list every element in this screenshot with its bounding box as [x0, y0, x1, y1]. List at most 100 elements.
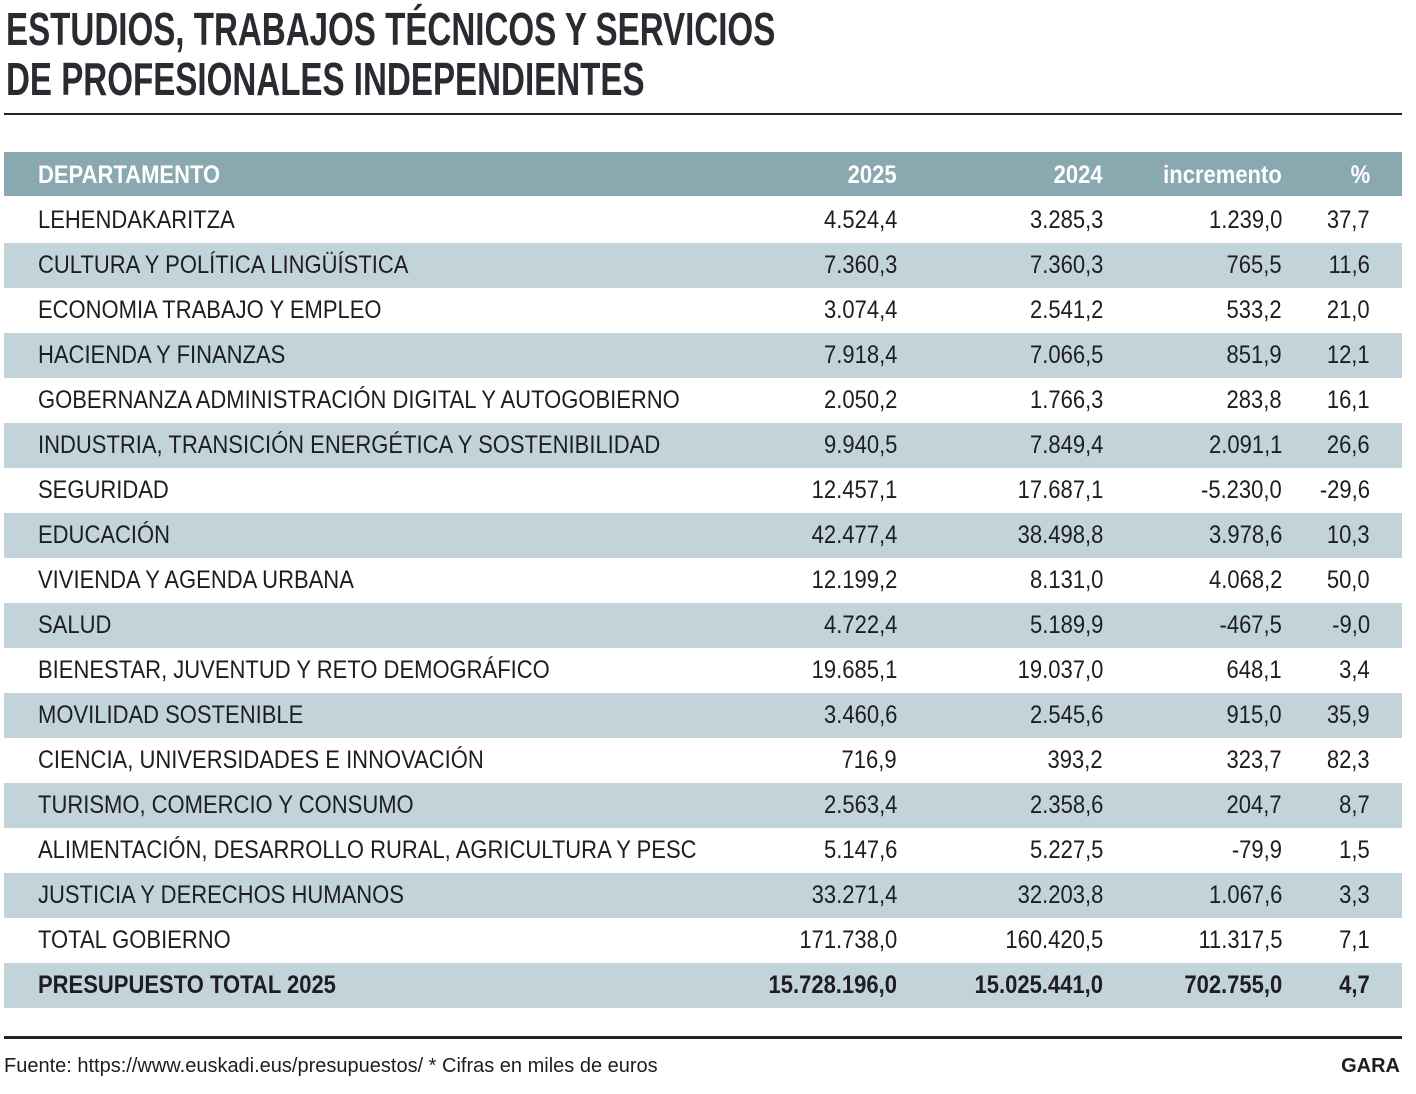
- brand: GARA: [1341, 1055, 1400, 1077]
- cell-value: 851,9: [1226, 341, 1282, 369]
- cell-value: 38.498,8: [1017, 521, 1103, 549]
- cell-value: 7.360,3: [823, 251, 897, 279]
- department: DEPARTAMENTO: [38, 161, 221, 189]
- department: TURISMO, COMERCIO Y CONSUMO: [38, 791, 414, 819]
- header-row: [4, 152, 1402, 196]
- cell-value: 915,0: [1226, 701, 1282, 729]
- source: Fuente: https://www.euskadi.eus/presupue…: [4, 1055, 658, 1077]
- cell-value: 7.918,4: [823, 341, 897, 369]
- row-bg: [4, 243, 1402, 288]
- cell-value: 7.849,4: [1029, 431, 1103, 459]
- cell-value: -467,5: [1219, 611, 1282, 639]
- cell-value: 2024: [1054, 161, 1103, 189]
- cell-value: 4.524,4: [823, 206, 897, 234]
- cell-value: 204,7: [1226, 791, 1282, 819]
- department: ECONOMIA TRABAJO Y EMPLEO: [38, 296, 382, 324]
- department: INDUSTRIA, TRANSICIÓN ENERGÉTICA Y SOSTE…: [38, 431, 661, 459]
- rule: [4, 1036, 1402, 1039]
- cell-value: 2.358,6: [1029, 791, 1103, 819]
- cell-value: 21,0: [1327, 296, 1370, 324]
- cell-value: 35,9: [1327, 701, 1370, 729]
- row-bg: [4, 333, 1402, 378]
- cell-value: 2.091,1: [1208, 431, 1282, 459]
- cell-value: -9,0: [1332, 611, 1370, 639]
- cell-value: 3,4: [1339, 656, 1370, 684]
- row-bg: [4, 693, 1402, 738]
- department: ALIMENTACIÓN, DESARROLLO RURAL, AGRICULT…: [38, 836, 697, 864]
- row-bg: [4, 738, 1402, 783]
- department: EDUCACIÓN: [38, 521, 171, 549]
- cell-value: 50,0: [1327, 566, 1370, 594]
- cell-value: 12,1: [1327, 341, 1370, 369]
- cell-value: 3.978,6: [1208, 521, 1282, 549]
- cell-value: 1.067,6: [1208, 881, 1282, 909]
- cell-value: 19.685,1: [811, 656, 897, 684]
- row-bg: [4, 423, 1402, 468]
- department: CULTURA Y POLÍTICA LINGÜÍSTICA: [38, 251, 409, 279]
- cell-value: 702.755,0: [1184, 971, 1282, 999]
- cell-value: 1.766,3: [1029, 386, 1103, 414]
- cell-value: 15.728.196,0: [768, 971, 897, 999]
- cell-value: 26,6: [1327, 431, 1370, 459]
- row-bg: [4, 468, 1402, 513]
- cell-value: 171.738,0: [799, 926, 897, 954]
- department: SALUD: [38, 611, 112, 639]
- row-bg: [4, 918, 1402, 963]
- cell-value: 533,2: [1226, 296, 1282, 324]
- cell-value: 3.460,6: [823, 701, 897, 729]
- cell-value: 2.541,2: [1029, 296, 1103, 324]
- cell-value: -5.230,0: [1201, 476, 1282, 504]
- cell-value: 3.285,3: [1029, 206, 1103, 234]
- cell-value: -79,9: [1231, 836, 1282, 864]
- cell-value: 10,3: [1327, 521, 1370, 549]
- row-bg: [4, 783, 1402, 828]
- cell-value: 648,1: [1226, 656, 1282, 684]
- department: SEGURIDAD: [38, 476, 169, 504]
- cell-value: 716,9: [841, 746, 897, 774]
- cell-value: 16,1: [1327, 386, 1370, 414]
- row-bg: [4, 648, 1402, 693]
- cell-value: 7.066,5: [1029, 341, 1103, 369]
- cell-value: 160.420,5: [1005, 926, 1103, 954]
- row-bg: [4, 288, 1402, 333]
- cell-value: 9.940,5: [823, 431, 897, 459]
- row-bg: [4, 963, 1402, 1008]
- cell-value: 15.025.441,0: [974, 971, 1103, 999]
- department: BIENESTAR, JUVENTUD Y RETO DEMOGRÁFICO: [38, 656, 550, 684]
- department: LEHENDAKARITZA: [38, 206, 235, 234]
- cell-value: 3.074,4: [823, 296, 897, 324]
- row-bg: [4, 558, 1402, 603]
- row-bg: [4, 378, 1402, 423]
- cell-value: 37,7: [1327, 206, 1370, 234]
- cell-value: 393,2: [1047, 746, 1103, 774]
- department: PRESUPUESTO TOTAL 2025: [38, 971, 336, 999]
- cell-value: 17.687,1: [1017, 476, 1103, 504]
- cell-value: 19.037,0: [1017, 656, 1103, 684]
- cell-value: 2.545,6: [1029, 701, 1103, 729]
- cell-value: 12.457,1: [811, 476, 897, 504]
- rule: [4, 113, 1402, 115]
- cell-value: 1.239,0: [1208, 206, 1282, 234]
- cell-value: 4.722,4: [823, 611, 897, 639]
- row-bg: [4, 873, 1402, 918]
- row-bg: [4, 513, 1402, 558]
- cell-value: 3,3: [1339, 881, 1370, 909]
- department: CIENCIA, UNIVERSIDADES E INNOVACIÓN: [38, 746, 484, 774]
- department: GOBERNANZA ADMINISTRACIÓN DIGITAL Y AUTO…: [38, 386, 680, 414]
- row-bg: [4, 198, 1402, 243]
- title-line: ESTUDIOS, TRABAJOS TÉCNICOS Y SERVICIOS: [6, 3, 776, 55]
- cell-value: 12.199,2: [811, 566, 897, 594]
- cell-value: 2025: [848, 161, 897, 189]
- cell-value: 2.563,4: [823, 791, 897, 819]
- cell-value: 32.203,8: [1017, 881, 1103, 909]
- cell-value: 8,7: [1339, 791, 1370, 819]
- cell-value: 82,3: [1327, 746, 1370, 774]
- cell-value: 7,1: [1339, 926, 1370, 954]
- row-bg: [4, 828, 1402, 873]
- cell-value: 11,6: [1328, 251, 1370, 279]
- cell-value: 5.147,6: [823, 836, 897, 864]
- cell-value: 7.360,3: [1029, 251, 1103, 279]
- title-line: DE PROFESIONALES INDEPENDIENTES: [6, 53, 645, 105]
- cell-value: 2.050,2: [823, 386, 897, 414]
